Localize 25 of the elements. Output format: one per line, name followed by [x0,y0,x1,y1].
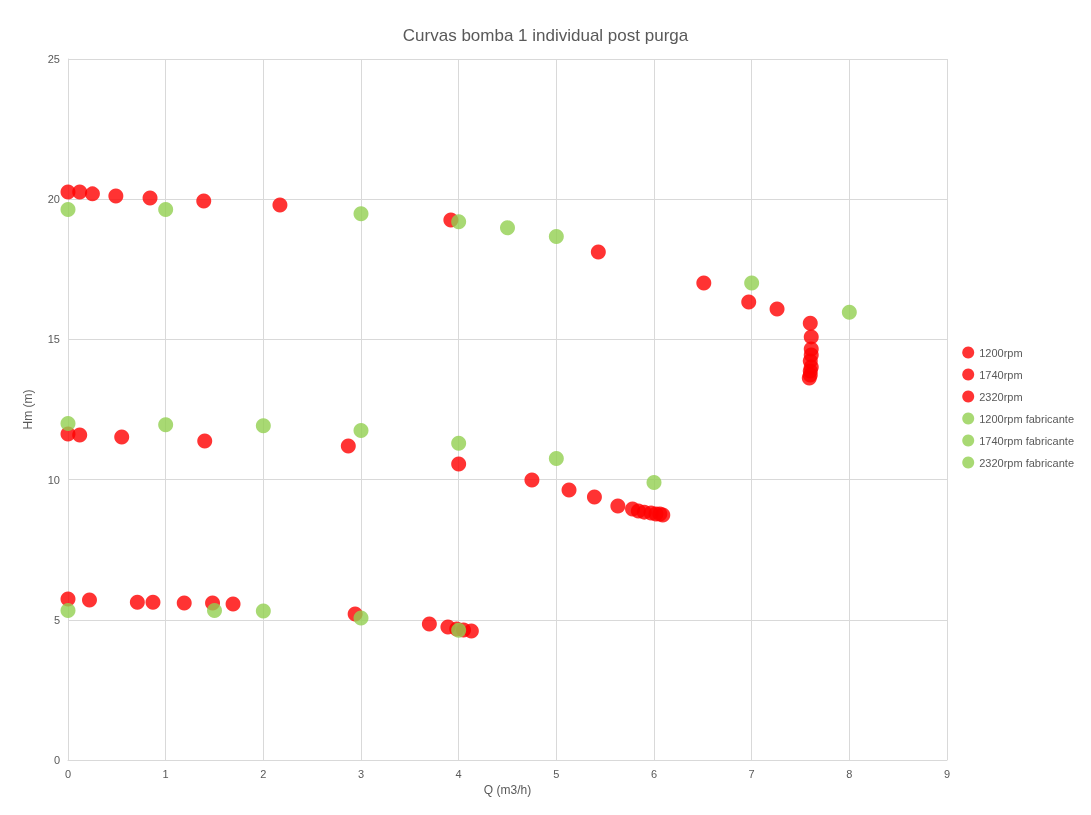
legend-label: 1740rpm [979,368,1023,381]
x-tick-label: 3 [357,767,365,780]
x-tick-label: 5 [553,767,560,780]
legend-label: 1200rpm fabricante [979,412,1074,425]
y-tick-label: 25 [47,53,60,65]
chart-title: Curvas bomba 1 individual post purga [402,26,689,45]
x-tick-label: 0 [64,767,72,780]
legend-label: 2320rpm fabricante [979,456,1074,469]
x-axis-title: Q (m3/h) [483,782,532,797]
y-tick-label: 0 [53,754,60,766]
x-tick-label: 1 [162,767,169,780]
legend-label: 2320rpm [979,390,1023,403]
y-tick-label: 10 [47,473,60,486]
y-tick-label: 15 [47,333,60,346]
x-tick-label: 8 [846,767,853,780]
y-tick-label: 20 [47,193,60,206]
x-tick-label: 7 [748,767,755,780]
y-tick-label: 5 [53,613,60,626]
legend-label: 1200rpm [979,346,1023,359]
x-tick-label: 6 [650,767,658,780]
x-tick-label: 2 [260,767,267,780]
legend-label: 1740rpm fabricante [979,434,1074,447]
x-tick-label: 4 [455,767,462,780]
y-axis-title: Hm (m) [21,389,35,430]
x-tick-label: 9 [943,767,951,780]
